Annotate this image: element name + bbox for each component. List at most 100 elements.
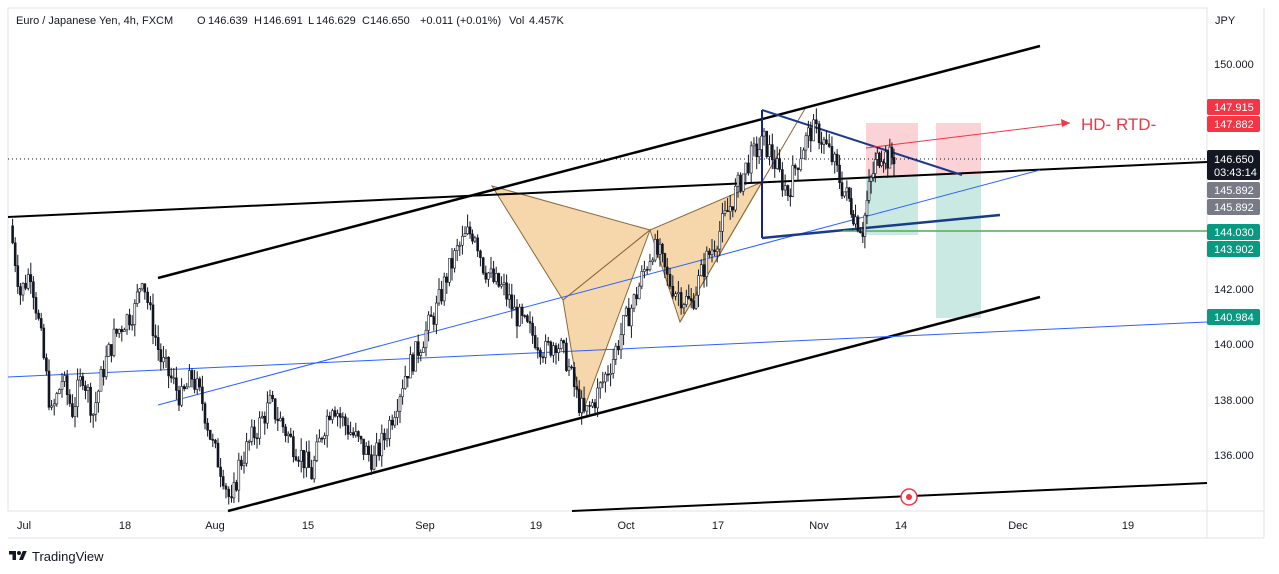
candle [494,266,498,285]
candle [484,265,488,284]
candle [13,237,17,273]
candle [575,376,579,399]
high-value: 146.691 [263,15,303,27]
time-tick-label: Oct [617,520,634,532]
annotation-text[interactable]: HD- RTD- [1081,115,1156,134]
candle [705,246,709,287]
candle [221,469,225,490]
candle [429,306,433,317]
candle [799,146,803,172]
candle [235,479,238,492]
candle [367,440,371,462]
volume-label: Vol [509,15,524,27]
candle [468,221,472,239]
candle [320,436,324,443]
harmonic-pattern-1[interactable] [490,185,652,416]
candle-series[interactable] [11,108,896,505]
candle [289,427,293,438]
candle [577,380,581,417]
price-axis[interactable]: 150.000 142.000 140.000 138.000 136.000 [1214,59,1254,462]
candle [325,409,329,448]
candle [227,486,231,505]
candle [463,226,467,237]
candle [890,142,894,165]
candle [487,272,490,287]
candle [596,378,599,418]
candle [562,339,566,354]
candle [357,430,360,443]
candle [455,238,459,261]
candle [699,259,703,277]
time-axis[interactable]: Jul 18 Aug 15 Sep 19 Oct 17 Nov 14 Dec 19 [17,520,1134,532]
time-tick-label: 14 [895,520,907,532]
candle [419,349,423,362]
upper-channel-line [157,44,1041,280]
candle [396,398,399,426]
candle [692,293,695,311]
alert-marker[interactable] [900,488,918,506]
candle [539,347,542,365]
candle [255,432,259,449]
candle [237,452,241,503]
candle [802,147,805,160]
candle [323,432,326,445]
candle [86,383,90,403]
candle [385,428,389,448]
candle [833,151,837,174]
candle [232,472,236,504]
candle [65,370,69,406]
candle [847,186,851,202]
candle [125,313,129,335]
candle [741,173,745,196]
candle [193,369,196,394]
candle [19,283,22,305]
trend-lines[interactable] [7,44,1208,513]
candle [768,135,771,166]
candle [627,298,631,327]
candle [497,272,501,288]
candle [546,336,550,346]
candle [640,265,644,290]
candle [541,352,545,363]
candle [104,345,108,380]
candle [713,240,716,256]
candle [458,241,462,256]
candle [557,343,560,361]
candle [312,455,316,483]
candle [432,312,436,331]
candle [588,401,591,417]
candle [736,172,740,198]
price-badge-label: 147.882 [1214,119,1254,131]
candle [582,386,586,414]
candle [99,365,103,392]
candle [665,257,669,286]
time-tick-label: 19 [530,520,542,532]
candle [135,283,139,307]
symbol-label: Euro / Japanese Yen, 4h, FXCM [16,15,173,27]
candle [830,136,834,166]
candle [544,334,547,364]
tradingview-logo[interactable]: TradingView [8,546,104,566]
candle [572,362,576,397]
candle [266,391,269,429]
candle [502,273,506,296]
candle [850,187,853,218]
candle [364,442,368,455]
candle [307,440,311,468]
candle [24,274,27,291]
time-tick-label: Jul [17,520,31,532]
candle [230,484,233,503]
price-badge-label: 145.892 [1214,185,1254,197]
candle [81,372,85,391]
candle [71,394,74,419]
candle [549,340,553,358]
legend-header: Euro / Japanese Yen, 4h, FXCM O 146.639 … [16,15,565,27]
candle [781,162,784,197]
candle [513,294,516,310]
candle [585,405,589,416]
candle [175,366,178,400]
candle [362,438,365,461]
candle [279,411,282,422]
price-badge-label: 147.915 [1214,102,1254,114]
